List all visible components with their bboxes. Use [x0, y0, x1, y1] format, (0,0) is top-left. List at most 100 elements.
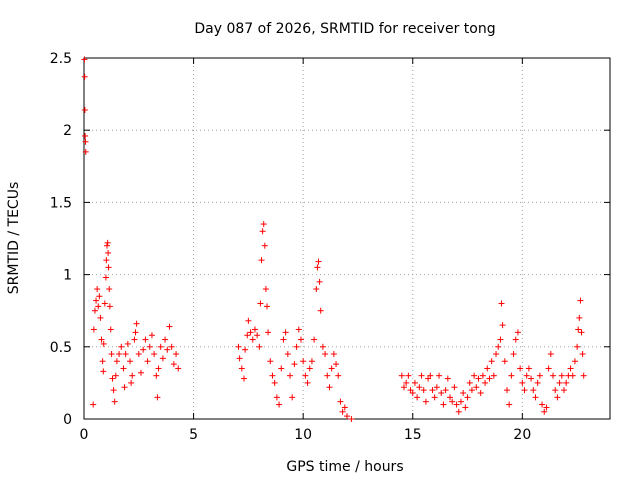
data-point	[501, 358, 508, 365]
data-point	[244, 332, 251, 339]
data-point	[153, 372, 160, 379]
data-point	[449, 398, 456, 405]
data-point	[293, 343, 300, 350]
data-point	[512, 336, 519, 343]
data-point	[291, 361, 298, 368]
data-point	[297, 336, 304, 343]
data-point	[341, 404, 348, 411]
data-point	[451, 384, 458, 391]
data-point	[328, 365, 335, 372]
data-point	[106, 286, 113, 293]
data-point	[493, 351, 500, 358]
data-point	[532, 394, 539, 401]
data-point	[267, 358, 274, 365]
data-point	[142, 336, 149, 343]
data-point	[96, 293, 103, 300]
data-point	[438, 390, 445, 397]
data-point	[284, 351, 291, 358]
data-point	[105, 249, 112, 256]
data-point	[462, 404, 469, 411]
data-point	[486, 375, 493, 382]
x-axis: 0 5 10 15 20	[80, 58, 531, 443]
data-point	[82, 132, 89, 139]
data-point	[510, 351, 517, 358]
data-point	[577, 297, 584, 304]
data-point	[473, 384, 480, 391]
data-point	[471, 372, 478, 379]
data-point	[94, 286, 101, 293]
x-tick-label: 0	[80, 427, 89, 443]
data-point	[398, 372, 405, 379]
x-tick-label: 5	[189, 427, 198, 443]
data-point	[261, 242, 268, 249]
data-point	[164, 346, 171, 353]
data-point	[475, 375, 482, 382]
data-point	[106, 303, 113, 310]
data-point	[300, 358, 307, 365]
data-point	[403, 379, 410, 386]
data-point	[521, 387, 528, 394]
data-point	[140, 346, 147, 353]
data-point	[418, 372, 425, 379]
data-point	[326, 384, 333, 391]
data-point	[254, 332, 261, 339]
data-point	[550, 372, 557, 379]
data-point	[175, 365, 182, 372]
data-point	[490, 372, 497, 379]
data-point	[464, 394, 471, 401]
data-point	[302, 372, 309, 379]
data-point	[433, 384, 440, 391]
x-tick-label: 10	[294, 427, 312, 443]
data-point	[104, 242, 111, 249]
y-tick-label: 1.5	[50, 195, 72, 211]
data-point	[251, 326, 258, 333]
data-point	[530, 387, 537, 394]
data-point	[271, 379, 278, 386]
data-point	[146, 343, 153, 350]
data-point	[249, 336, 256, 343]
data-point	[554, 394, 561, 401]
data-point	[322, 351, 329, 358]
data-point	[519, 379, 526, 386]
data-point	[574, 343, 581, 350]
data-point	[100, 340, 107, 347]
x-tick-label: 20	[513, 427, 531, 443]
data-point	[315, 258, 322, 265]
data-point	[112, 372, 119, 379]
data-point	[111, 398, 118, 405]
data-point	[144, 358, 151, 365]
data-point	[316, 278, 323, 285]
data-point	[558, 372, 565, 379]
data-point	[287, 372, 294, 379]
data-point	[159, 355, 166, 362]
data-point	[547, 351, 554, 358]
data-point	[337, 398, 344, 405]
data-point	[552, 387, 559, 394]
data-point	[429, 387, 436, 394]
data-point	[517, 365, 524, 372]
data-point	[414, 394, 421, 401]
data-point	[442, 387, 449, 394]
data-point	[534, 379, 541, 386]
data-point	[173, 351, 180, 358]
data-point	[543, 404, 550, 411]
data-point	[311, 336, 318, 343]
data-point	[578, 329, 585, 336]
data-point	[440, 401, 447, 408]
data-point	[333, 361, 340, 368]
data-series	[81, 56, 587, 422]
data-point	[556, 379, 563, 386]
data-point	[503, 387, 510, 394]
data-point	[539, 401, 546, 408]
data-point	[97, 314, 104, 321]
data-point	[422, 398, 429, 405]
data-point	[265, 329, 272, 336]
data-point	[162, 336, 169, 343]
data-point	[339, 408, 346, 415]
data-point	[168, 343, 175, 350]
data-point	[420, 387, 427, 394]
data-point	[431, 394, 438, 401]
data-point	[416, 384, 423, 391]
data-point	[444, 375, 451, 382]
